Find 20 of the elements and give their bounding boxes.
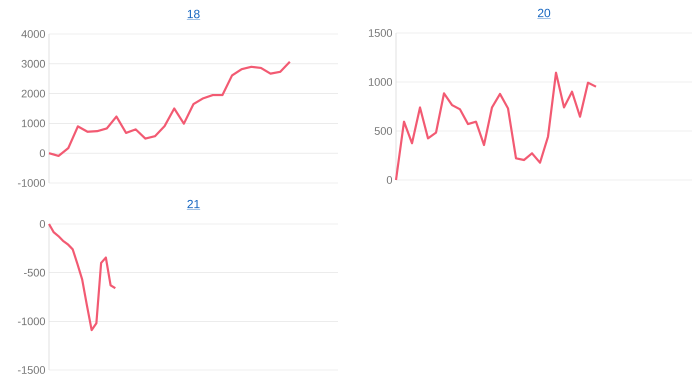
y-tick-label: 2000 (22, 90, 46, 98)
y-tick-label: 1500 (368, 29, 392, 37)
line-series (394, 72, 598, 182)
y-tick-label: -500 (24, 268, 46, 277)
y-tick-label: -1000 (18, 179, 46, 187)
chart-title: 18 (188, 10, 200, 18)
line-series (48, 222, 116, 332)
y-tick-label: 500 (374, 127, 392, 135)
y-tick-label: -1500 (18, 366, 46, 374)
y-tick-label: -1000 (18, 317, 46, 326)
y-tick-label: 0 (40, 149, 46, 158)
y-tick-label: 3000 (22, 60, 46, 68)
y-tick-label: 0 (386, 176, 392, 184)
y-tick-label: 0 (40, 220, 46, 228)
y-tick-label: 1000 (22, 120, 46, 128)
y-tick-label: 1000 (368, 78, 392, 86)
chart-title: 21 (187, 200, 200, 208)
chart-title: 20 (538, 8, 550, 18)
line-series (48, 60, 291, 157)
y-tick-label: 4000 (21, 30, 46, 38)
